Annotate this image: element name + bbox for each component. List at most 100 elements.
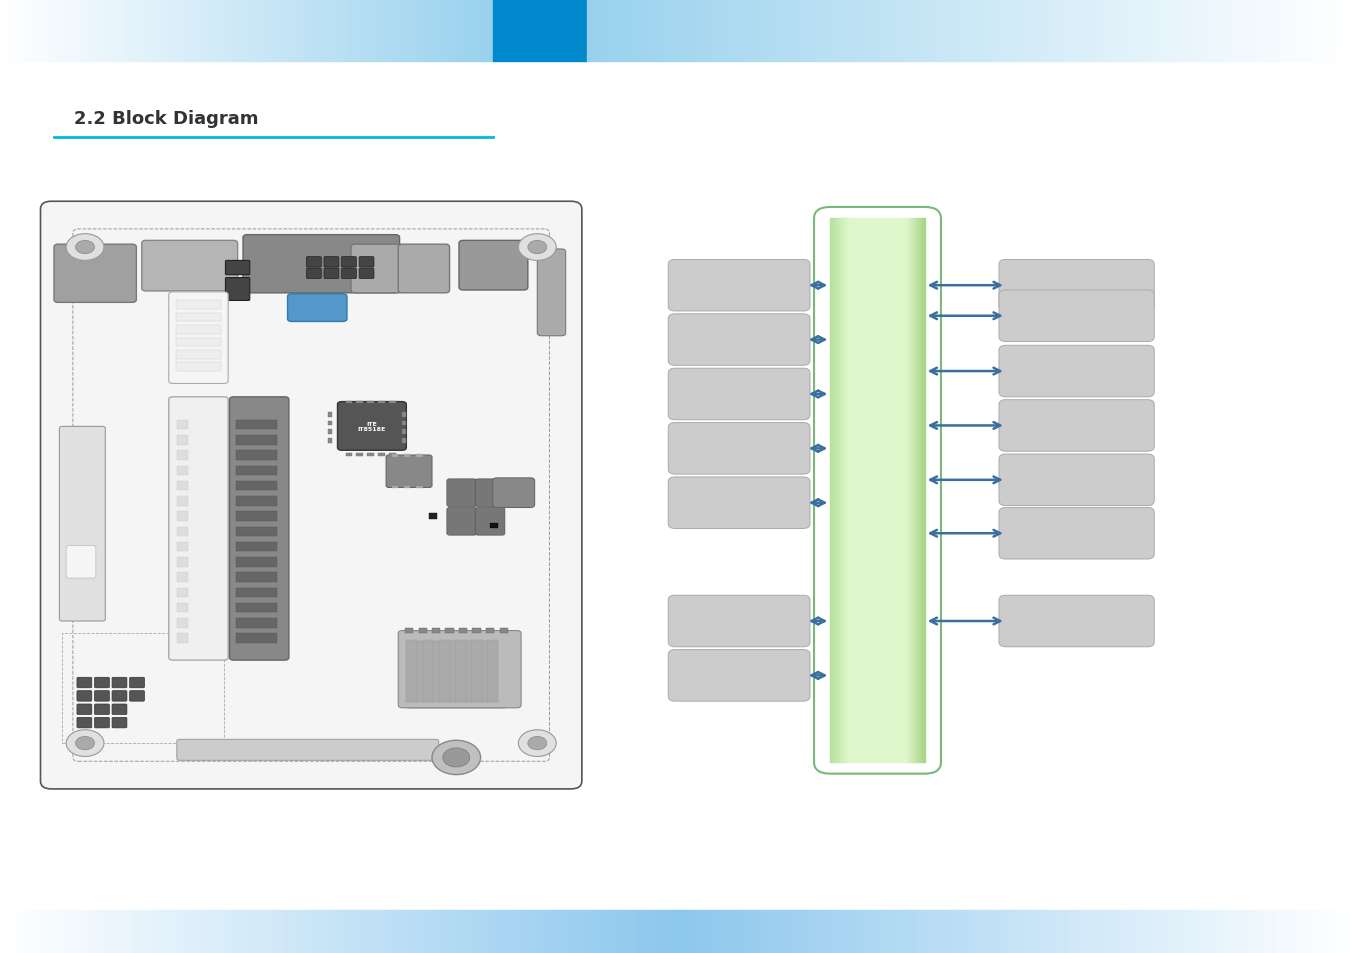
Bar [643,0,645,62]
Bar [459,910,463,953]
Bar [230,0,232,62]
Bar [783,910,787,953]
Bar [261,910,266,953]
Bar [400,0,401,62]
FancyBboxPatch shape [40,202,582,789]
Bar [1314,910,1319,953]
Bar [1049,910,1053,953]
Bar [971,0,973,62]
Bar [1233,0,1235,62]
Bar [1076,0,1077,62]
Bar [30,0,31,62]
Bar [446,641,456,702]
Bar [1157,910,1161,953]
Bar [36,0,38,62]
Bar [915,0,918,62]
FancyBboxPatch shape [475,479,505,507]
Bar [486,910,490,953]
Bar [714,0,717,62]
Bar [117,910,121,953]
Bar [1120,910,1125,953]
Bar [53,0,54,62]
Bar [967,0,968,62]
Bar [1019,0,1022,62]
Bar [180,910,185,953]
Bar [219,0,220,62]
Bar [1228,910,1233,953]
Bar [1251,0,1253,62]
Bar [1066,910,1071,953]
Bar [367,401,374,404]
Bar [599,0,602,62]
Bar [86,0,89,62]
Bar [913,0,915,62]
Bar [1341,910,1346,953]
Bar [1040,0,1042,62]
Bar [266,0,267,62]
Bar [999,910,1003,953]
FancyBboxPatch shape [359,269,374,279]
Bar [779,910,783,953]
Bar [1315,0,1318,62]
Bar [239,910,243,953]
Bar [693,910,698,953]
Bar [973,0,976,62]
Bar [625,910,630,953]
Bar [146,0,148,62]
Bar [364,910,369,953]
Bar [918,910,922,953]
Bar [1062,0,1065,62]
Bar [20,0,22,62]
Bar [1197,0,1200,62]
Bar [176,326,221,335]
Bar [115,0,116,62]
Bar [216,910,220,953]
Bar [697,0,699,62]
Bar [420,0,423,62]
Bar [43,0,45,62]
Bar [698,910,702,953]
Bar [1281,0,1284,62]
Bar [158,910,162,953]
Bar [58,910,63,953]
Bar [671,910,675,953]
Bar [347,0,348,62]
Bar [328,413,332,417]
Bar [651,0,653,62]
Bar [348,0,350,62]
Bar [1226,0,1228,62]
Bar [342,910,347,953]
Bar [1002,0,1004,62]
Bar [787,910,792,953]
Bar [196,0,197,62]
FancyBboxPatch shape [338,402,406,451]
Bar [35,0,36,62]
FancyBboxPatch shape [999,291,1154,342]
Bar [1258,0,1261,62]
FancyBboxPatch shape [112,704,127,715]
Bar [355,910,360,953]
Bar [188,0,189,62]
Bar [1339,0,1342,62]
FancyBboxPatch shape [306,257,321,268]
Bar [1017,910,1022,953]
Bar [676,0,679,62]
Bar [340,0,342,62]
Bar [14,0,15,62]
Bar [162,910,166,953]
Bar [679,0,682,62]
Bar [356,401,363,404]
Bar [884,0,887,62]
Bar [396,910,401,953]
Bar [621,910,625,953]
Bar [1120,0,1123,62]
Bar [120,0,121,62]
Bar [46,0,47,62]
Bar [1007,0,1010,62]
Bar [360,910,365,953]
Bar [914,910,918,953]
Bar [454,0,455,62]
Bar [51,0,53,62]
Bar [159,0,161,62]
Bar [116,0,119,62]
